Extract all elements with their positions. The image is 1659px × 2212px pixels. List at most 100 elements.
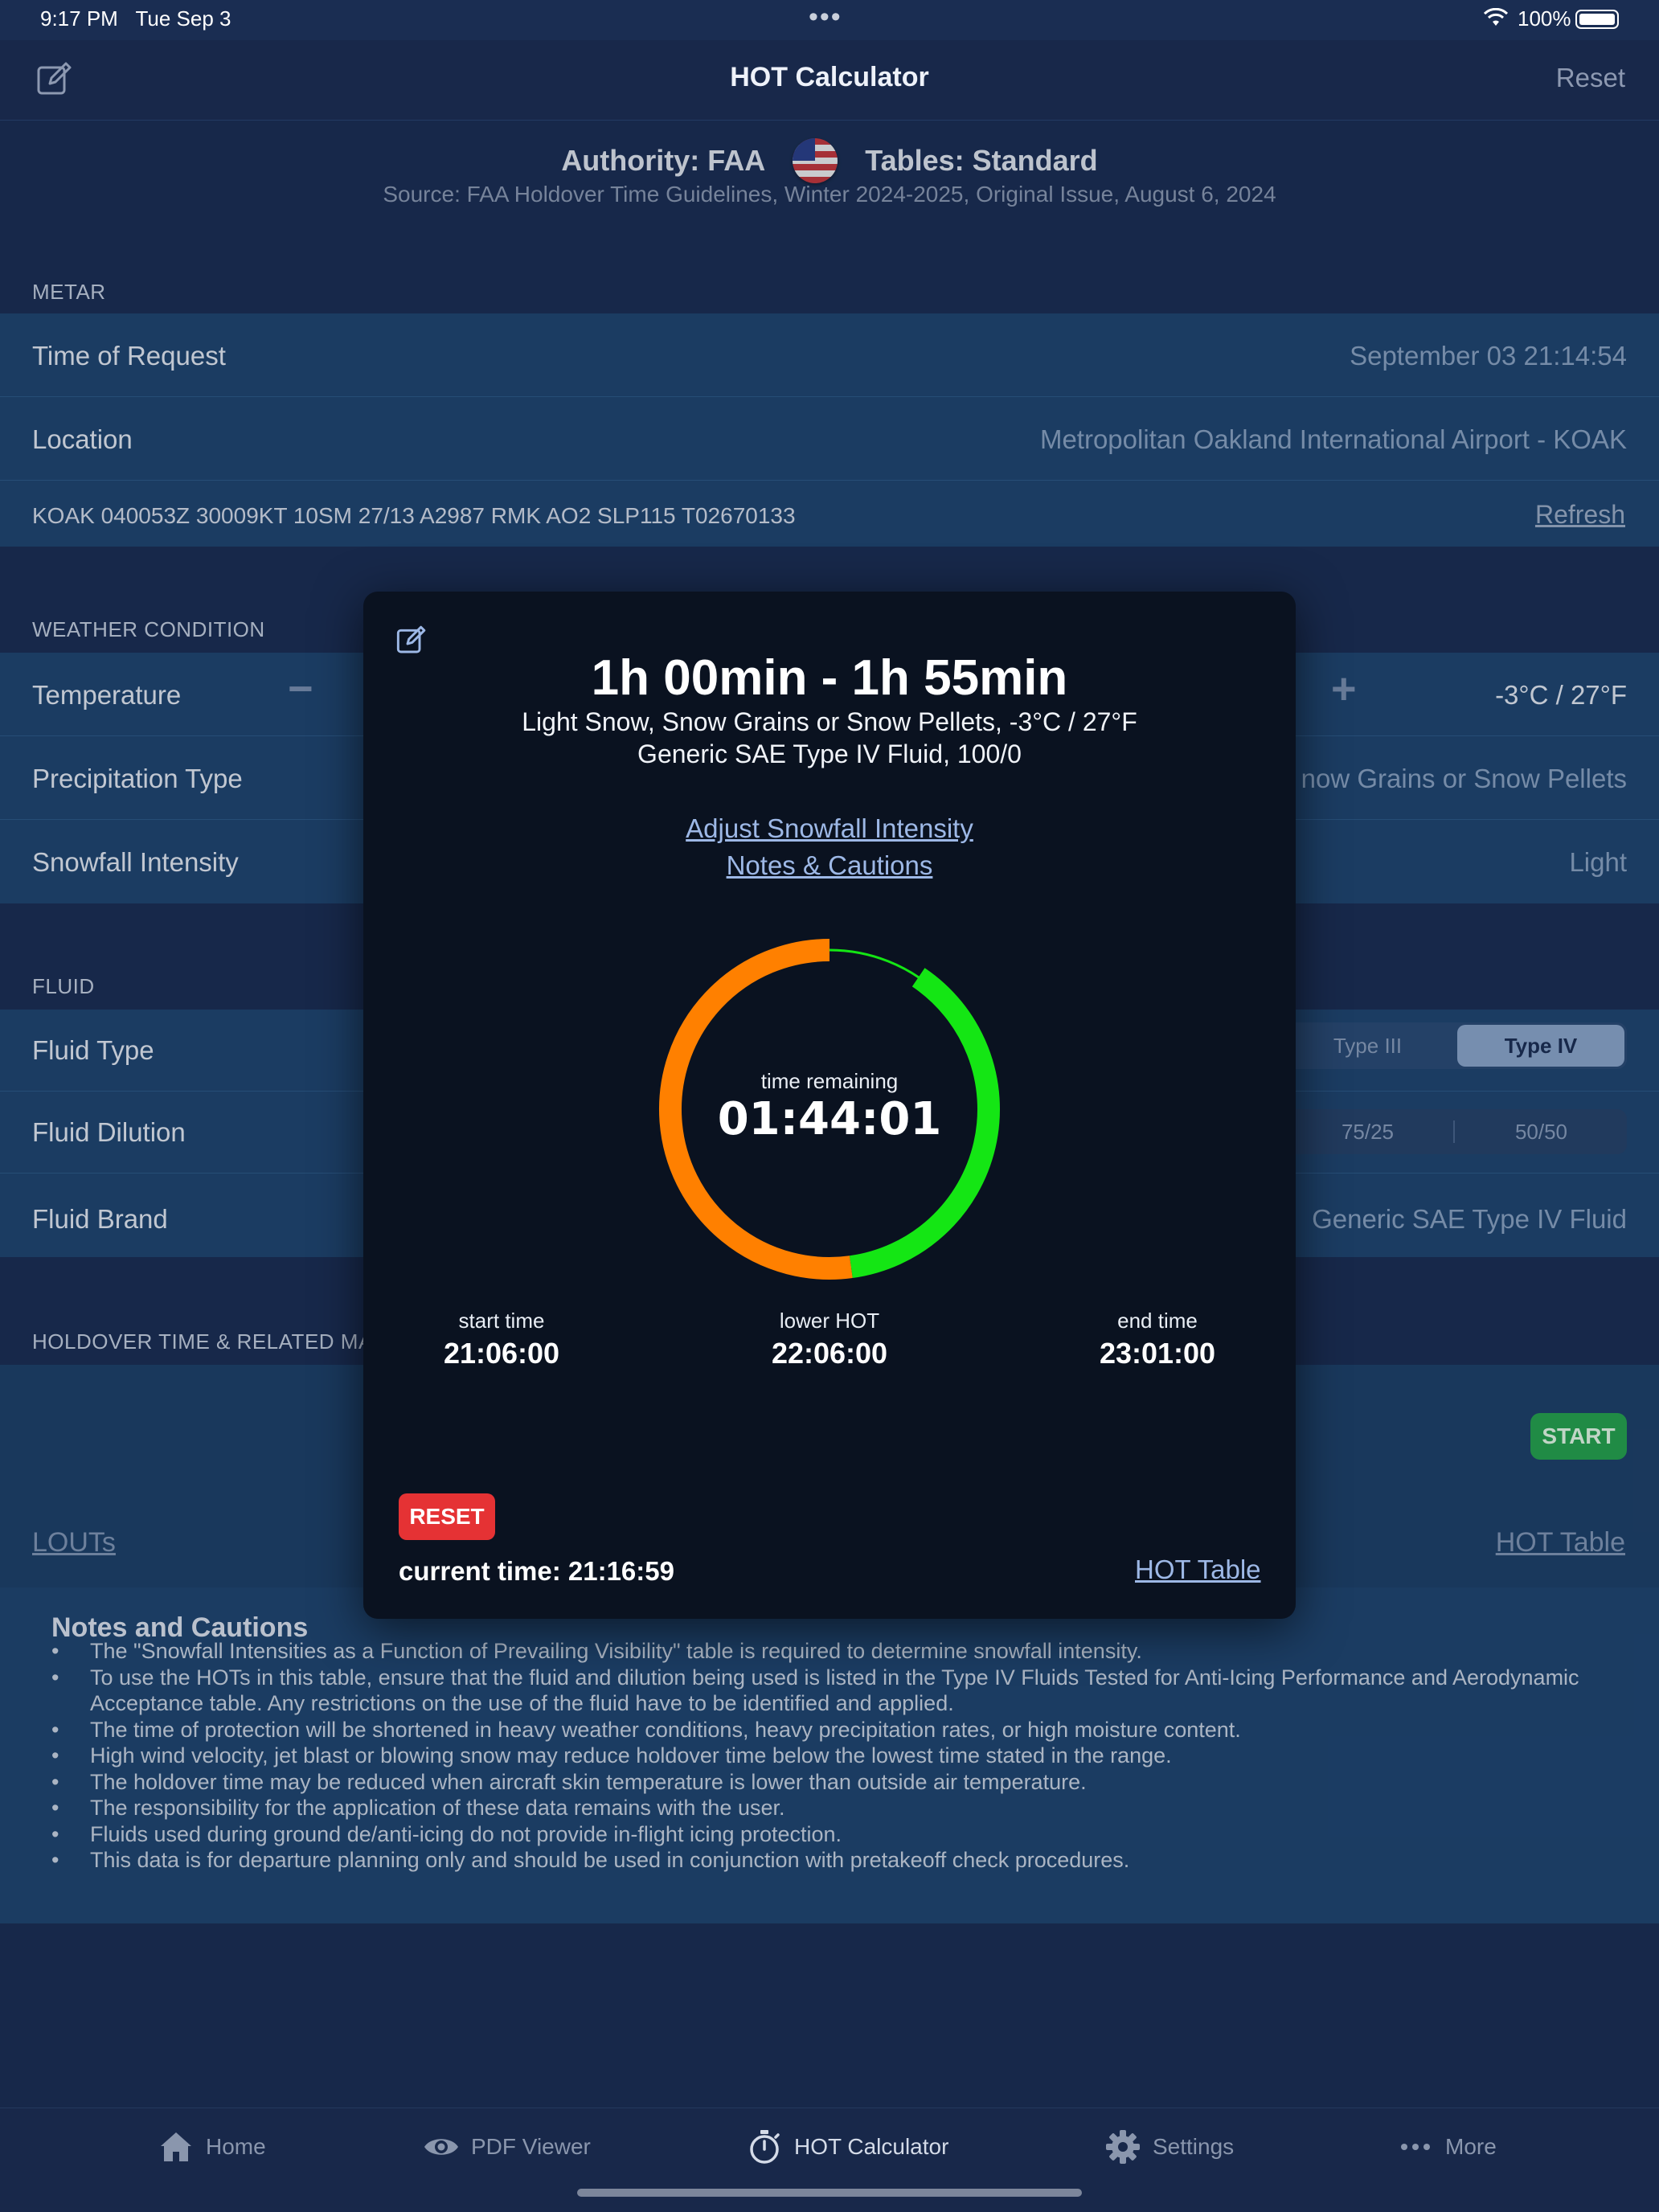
weather-condition-summary: Light Snow, Snow Grains or Snow Pellets,…	[522, 707, 1137, 736]
temperature-decrement-button[interactable]: −	[288, 665, 313, 713]
house-icon	[161, 2132, 191, 2161]
fluid-summary: Generic SAE Type IV Fluid, 100/0	[637, 739, 1022, 768]
end-time-value: 23:01:00	[1099, 1337, 1216, 1370]
temperature-value: -3°C / 27°F	[1495, 680, 1627, 710]
start-button[interactable]: START	[1530, 1413, 1627, 1460]
ellipsis-icon	[1401, 2144, 1430, 2150]
refresh-link[interactable]: Refresh	[1534, 500, 1625, 529]
stopwatch-icon	[750, 2130, 780, 2164]
fluid-dilution-label: Fluid Dilution	[32, 1117, 186, 1147]
note-item: High wind velocity, jet blast or blowing…	[48, 1743, 1591, 1769]
segment-divider	[1453, 1120, 1455, 1143]
fluid-type-option-iii[interactable]: Type III	[1333, 1033, 1403, 1058]
ring-upper-hot-segment	[849, 968, 1000, 1279]
note-item: The responsibility for the application o…	[48, 1795, 1591, 1821]
time-remaining-value: 01:44:01	[717, 1093, 942, 1145]
edit-icon[interactable]	[395, 624, 428, 656]
modal-hot-table-link[interactable]: HOT Table	[1135, 1555, 1261, 1584]
tab-more-label: More	[1445, 2134, 1497, 2159]
status-bar	[0, 0, 1659, 40]
fluid-brand-label: Fluid Brand	[32, 1204, 168, 1234]
fluid-type-row: Fluid Type Type III Type IV	[0, 1010, 1659, 1092]
hot-table-link[interactable]: HOT Table	[1495, 1527, 1625, 1558]
note-item: The "Snowfall Intensities as a Function …	[48, 1638, 1591, 1665]
wifi-icon	[1484, 8, 1508, 26]
note-item: This data is for departure planning only…	[48, 1847, 1591, 1874]
fluid-brand-row[interactable]: Fluid Brand Generic SAE Type IV Fluid	[0, 1174, 1659, 1257]
gear-icon	[1106, 2130, 1140, 2164]
fluid-type-segmented-control: Type III Type IV	[1281, 1022, 1627, 1069]
start-time-label: start time	[458, 1309, 545, 1333]
time-remaining-label: time remaining	[760, 1069, 899, 1093]
time-of-request-label: Time of Request	[32, 341, 226, 371]
lower-hot-value: 22:06:00	[771, 1337, 888, 1370]
location-label: Location	[32, 424, 133, 454]
temperature-increment-button[interactable]: +	[1331, 665, 1357, 713]
tab-settings[interactable]: Settings	[1104, 2128, 1234, 2165]
status-time: 9:17 PM Tue Sep 3	[40, 6, 231, 31]
dilution-option-75-25[interactable]: 75/25	[1341, 1119, 1395, 1144]
lower-hot-label: lower HOT	[779, 1309, 880, 1333]
tab-pdf-viewer-label: PDF Viewer	[471, 2134, 591, 2159]
snowfall-intensity-label: Snowfall Intensity	[32, 847, 239, 877]
metar-raw-text: KOAK 040053Z 30009KT 10SM 27/13 A2987 RM…	[32, 503, 796, 528]
tables-label: Tables: Standard	[865, 144, 1098, 177]
countdown-ring	[658, 939, 1000, 1280]
note-item: To use the HOTs in this table, ensure th…	[48, 1665, 1591, 1717]
section-header-fluid: FLUID	[32, 974, 95, 998]
current-time: current time: 21:16:59	[399, 1556, 674, 1586]
reset-button[interactable]: Reset	[1555, 63, 1625, 92]
adjust-snowfall-intensity-link[interactable]: Adjust Snowfall Intensity	[686, 813, 973, 843]
fluid-dilution-segmented-control: 75/25 50/50	[1281, 1109, 1627, 1154]
battery-icon	[1575, 10, 1619, 29]
notes-cautions-link[interactable]: Notes & Cautions	[726, 850, 933, 880]
section-header-weather: WEATHER CONDITION	[32, 617, 265, 641]
tab-home-label: Home	[206, 2134, 266, 2159]
location-row[interactable]: Location Metropolitan Oakland Internatio…	[0, 397, 1659, 481]
multitasking-dots-icon[interactable]: •••	[809, 2, 842, 32]
location-value: Metropolitan Oakland International Airpo…	[1039, 424, 1627, 454]
holdover-range: 1h 00min - 1h 55min	[591, 650, 1068, 706]
tab-home[interactable]: Home	[158, 2128, 266, 2165]
page-title: HOT Calculator	[730, 62, 929, 92]
lower-hot-column: lower HOT 22:06:00	[725, 1309, 934, 1370]
fluid-type-label: Fluid Type	[32, 1035, 154, 1065]
tab-pdf-viewer[interactable]: PDF Viewer	[423, 2128, 591, 2165]
timer-reset-button[interactable]: RESET	[399, 1493, 495, 1540]
time-of-request-value: September 03 21:14:54	[1350, 341, 1627, 371]
navigation-bar	[0, 40, 1659, 121]
tab-more[interactable]: More	[1397, 2128, 1497, 2165]
authority-label: Authority: FAA	[561, 144, 766, 177]
tab-hot-calculator-label: HOT Calculator	[794, 2134, 949, 2159]
end-time-column: end time 23:01:00	[1053, 1309, 1262, 1370]
note-item: The holdover time may be reduced when ai…	[48, 1769, 1591, 1796]
tab-hot-calculator[interactable]: HOT Calculator	[746, 2128, 948, 2165]
battery-percent: 100%	[1518, 6, 1571, 31]
start-time-value: 21:06:00	[443, 1337, 560, 1370]
precipitation-type-label: Precipitation Type	[32, 764, 243, 793]
note-item: Fluids used during ground de/anti-icing …	[48, 1821, 1591, 1848]
end-time-label: end time	[1117, 1309, 1198, 1333]
authority-header: Authority: FAA Tables: Standard	[0, 137, 1659, 185]
ring-lower-hot-segment	[658, 939, 853, 1280]
precipitation-type-value: now Grains or Snow Pellets	[1301, 764, 1627, 793]
snowfall-intensity-row[interactable]: Snowfall Intensity Light	[0, 820, 1659, 903]
home-indicator[interactable]	[577, 2189, 1082, 2197]
time-of-request-row: Time of Request September 03 21:14:54	[0, 313, 1659, 397]
source-citation: Source: FAA Holdover Time Guidelines, Wi…	[383, 182, 1276, 207]
temperature-label: Temperature	[32, 680, 182, 710]
compose-icon[interactable]	[35, 59, 74, 98]
notes-list: The "Snowfall Intensities as a Function …	[48, 1638, 1591, 1874]
fluid-brand-value: Generic SAE Type IV Fluid	[1312, 1204, 1627, 1234]
dilution-option-50-50[interactable]: 50/50	[1514, 1119, 1568, 1144]
start-time-column: start time 21:06:00	[397, 1309, 606, 1370]
note-item: The time of protection will be shortened…	[48, 1717, 1591, 1743]
eye-icon	[424, 2139, 458, 2155]
tab-settings-label: Settings	[1153, 2134, 1235, 2159]
timer-modal	[363, 592, 1296, 1619]
section-header-holdover: HOLDOVER TIME & RELATED MAT	[32, 1329, 385, 1354]
fluid-type-option-iv[interactable]: Type IV	[1457, 1025, 1624, 1067]
louts-link[interactable]: LOUTs	[32, 1527, 116, 1558]
metar-group: Time of Request September 03 21:14:54 Lo…	[0, 313, 1659, 547]
section-header-metar: METAR	[32, 280, 106, 304]
